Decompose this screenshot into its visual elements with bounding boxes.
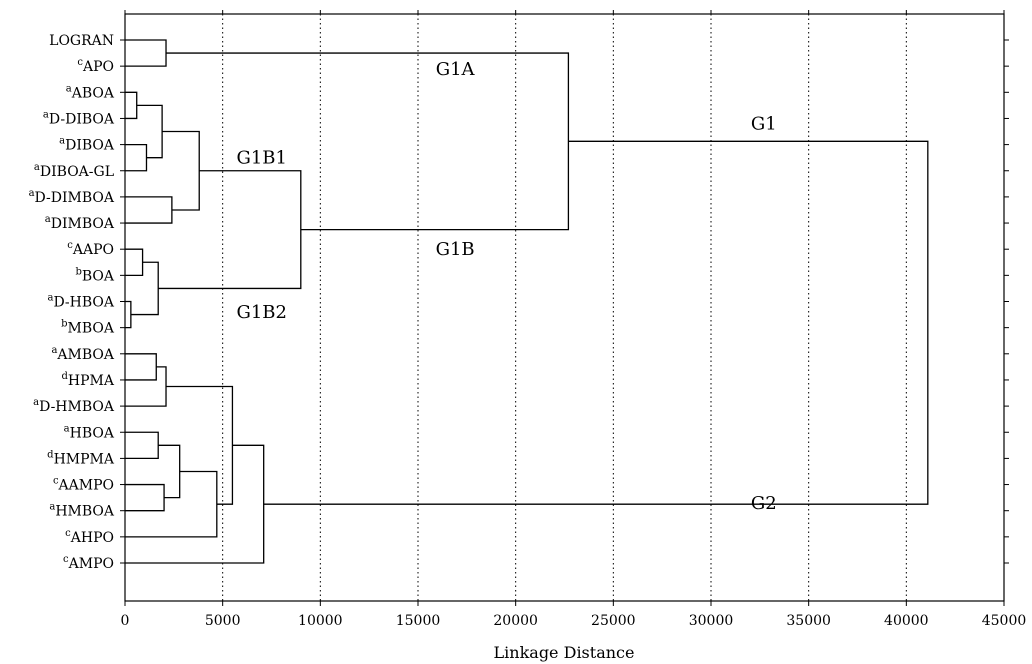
x-tick-label: 5000	[205, 613, 241, 629]
group-label-g1a: G1A	[436, 59, 476, 80]
x-tick-label: 20000	[493, 613, 538, 629]
link-m5	[125, 196, 173, 224]
leaf-label-ahpo: cAHPO	[65, 528, 114, 546]
link-m9	[130, 261, 159, 316]
grid-lines	[222, 14, 907, 601]
x-tick-label: 30000	[689, 613, 734, 629]
group-label-g2: G2	[751, 493, 777, 514]
x-tick-label: 0	[121, 613, 130, 629]
group-label-g1: G1	[751, 114, 777, 135]
leaf-labels: LOGRAN cAPO aABOA aD-DIBOA aDIBOA aDIBOA-GL aD…	[29, 33, 115, 572]
link-m6	[162, 130, 200, 211]
leaf-label-aampo: cAAMPO	[53, 476, 114, 494]
group-annotations: G1A G1 G1B1 G1B G1B2 G2	[236, 59, 776, 514]
x-tick-label: 40000	[884, 613, 929, 629]
leaf-label-ampo: cAMPO	[63, 554, 114, 572]
link-m8	[125, 300, 132, 329]
leaf-label-d-hboa: aD-HBOA	[47, 293, 114, 311]
link-m12	[125, 353, 157, 381]
leaf-label-amboa: aAMBOA	[51, 345, 114, 363]
leaf-label-hmpma: dHMPMA	[47, 449, 115, 467]
group-label-g1b2: G1B2	[236, 302, 287, 323]
link-m1	[125, 39, 167, 67]
leaf-label-d-dimboa: aD-DIMBOA	[29, 188, 115, 206]
link-m17	[125, 470, 218, 538]
link-m20	[263, 140, 929, 505]
link-m4	[136, 104, 163, 159]
link-m10	[158, 170, 302, 290]
axis-ticks: 0 5000 10000 15000 20000 25000 30000 35000 40000…	[120, 10, 1026, 629]
x-tick-label: 35000	[786, 613, 831, 629]
leaf-label-boa: bBOA	[75, 266, 114, 284]
leaf-label-mboa: bMBOA	[61, 319, 115, 337]
leaf-label-diboa-gl: aDIBOA-GL	[34, 162, 114, 180]
link-m7	[125, 248, 144, 276]
leaf-label-apo: cAPO	[77, 57, 114, 75]
leaf-label-d-diboa: aD-DIBOA	[43, 109, 115, 127]
x-tick-label: 15000	[396, 613, 441, 629]
link-m15	[125, 483, 165, 512]
leaf-label-hpma: dHPMA	[62, 371, 115, 389]
link-m18	[166, 385, 234, 505]
leaf-label-aboa: aABOA	[66, 83, 115, 101]
x-tick-label: 25000	[591, 613, 636, 629]
leaf-label-diboa: aDIBOA	[59, 136, 115, 154]
leaf-label-aapo: cAAPO	[67, 240, 114, 258]
plot-frame	[124, 13, 1005, 602]
link-m11	[166, 52, 570, 231]
link-m2	[125, 91, 138, 120]
leaf-label-hboa: aHBOA	[64, 423, 115, 441]
link-m16	[158, 444, 181, 499]
dendrogram-links	[125, 39, 929, 564]
group-label-g1b: G1B	[436, 239, 475, 260]
link-m19	[125, 444, 265, 564]
leaf-label-logran: LOGRAN	[49, 33, 114, 49]
link-m3	[125, 143, 148, 172]
x-tick-label: 45000	[982, 613, 1027, 629]
leaf-label-hmboa: aHMBOA	[49, 502, 115, 520]
group-label-g1b1: G1B1	[236, 148, 287, 169]
x-tick-label: 10000	[298, 613, 343, 629]
leaf-label-d-hmboa: aD-HMBOA	[33, 397, 115, 415]
link-m14	[125, 431, 159, 460]
leaf-label-dimboa: aDIMBOA	[45, 214, 115, 232]
link-m13	[125, 366, 167, 407]
x-axis-title: Linkage Distance	[494, 643, 635, 662]
